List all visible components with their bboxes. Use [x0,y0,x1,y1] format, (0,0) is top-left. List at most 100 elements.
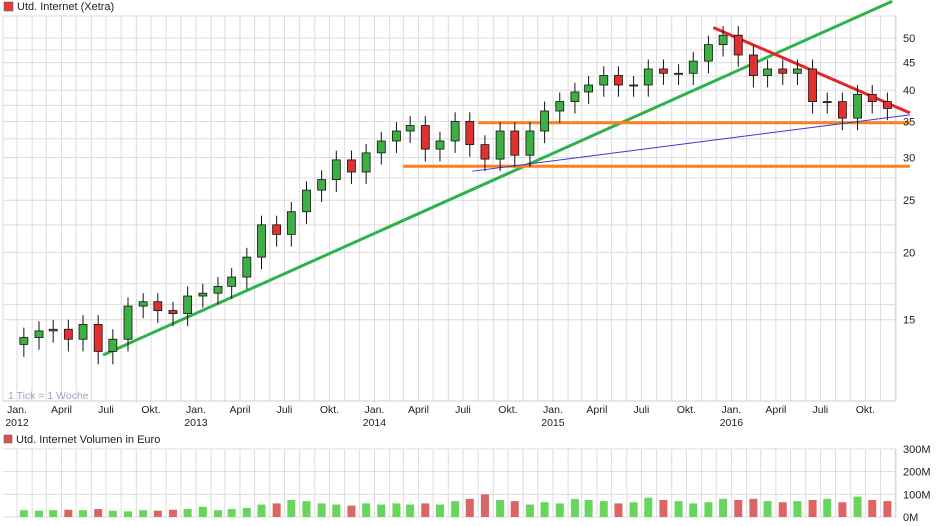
y-tick-label: 20 [903,247,915,259]
x-year-label: 2015 [541,417,565,429]
candle-body [123,305,133,340]
candle-body [808,68,817,103]
volume-bar [168,509,177,517]
y-tick-label: 25 [903,195,915,207]
trendline [472,114,910,172]
candle-body [435,140,445,150]
volume-bar [719,498,728,517]
volume-bar [599,501,608,517]
volume-bar [823,498,832,517]
title-marker [3,1,14,12]
y-tick-label: 50 [903,33,915,45]
candle-body [659,68,668,74]
volume-bar [35,510,44,517]
volume-bar [94,509,103,517]
volume-bar [377,504,386,517]
candle-body [272,224,282,235]
volume-bar [525,504,534,517]
volume-bar [853,496,862,517]
volume-bar [183,509,192,517]
x-tick-label: Jan. [543,404,563,416]
tick-note: 1 Tick = 1 Woche [8,390,89,402]
candle-body [688,60,698,74]
volume-bar [317,503,326,517]
candle-body [570,91,580,103]
candle-body [749,54,758,76]
candle-body [420,125,430,150]
x-tick-label: Okt. [141,404,160,416]
x-tick-label: Okt. [498,404,517,416]
chart-title: Utd. Internet (Xetra) [17,1,114,13]
candle-body [78,324,88,340]
candle-body [674,72,683,75]
volume-bar [213,510,222,517]
candle-body [108,338,118,352]
candle-body [525,130,535,156]
candle-body [822,101,832,104]
x-year-label: 2014 [363,417,387,429]
volume-bar [689,503,698,517]
x-tick-label: Juli [277,404,293,416]
candle-body [392,130,401,142]
candle-body [793,68,802,74]
x-tick-label: April [51,404,72,416]
trendline [102,0,893,357]
candle-body [138,301,148,307]
volume-bar [392,503,401,517]
candle-body [867,93,877,103]
candle-body [302,189,311,213]
volume-title: Utd. Internet Volumen in Euro [16,434,160,446]
x-year-label: 2016 [720,417,744,429]
x-tick-label: Okt. [320,404,339,416]
x-tick-label: April [586,404,607,416]
volume-bar [406,504,415,517]
volume-bar [79,510,88,517]
volume-bars [19,494,892,517]
volume-tick-label: 0M [903,512,918,524]
x-tick-label: April [229,404,250,416]
volume-bar [302,501,311,517]
candle-body [614,75,623,86]
volume-bar [868,500,877,517]
candle-body [213,285,223,294]
candle-body [257,224,266,258]
volume-bar [629,502,638,517]
volume-bar [272,503,281,517]
volume-bar [584,500,593,517]
volume-bar [793,501,802,517]
volume-bar [123,511,132,517]
volume-bar [674,501,683,517]
volume-bar [347,505,356,517]
volume-bar [749,498,758,517]
candle-body [48,328,58,332]
candle-body [93,324,103,352]
candle-body [183,295,193,314]
volume-bar [257,504,266,517]
x-year-label: 2013 [184,417,208,429]
volume-bar [139,510,148,517]
candle-body [853,93,862,119]
trendlines [102,0,911,357]
candle-body [584,84,594,93]
candle-body [704,44,713,62]
x-tick-label: Juli [455,404,471,416]
candle-body [168,310,178,314]
x-tick-label: Okt. [677,404,696,416]
volume-bar [644,497,653,517]
volume-bar [480,494,489,517]
volume-bar [451,501,460,517]
volume-title-marker [3,434,13,444]
volume-bar [778,502,787,517]
candle-body [347,159,356,173]
volume-tick-label: 300M [903,444,931,456]
candle-body [331,159,341,181]
y-tick-label: 35 [903,116,915,128]
volume-bar [704,502,713,517]
volume-bar [332,504,341,517]
volume-bar [435,504,444,517]
candle-body [480,144,490,160]
volume-bar [496,500,505,517]
candle-body [450,121,460,142]
volume-bar [734,500,743,517]
